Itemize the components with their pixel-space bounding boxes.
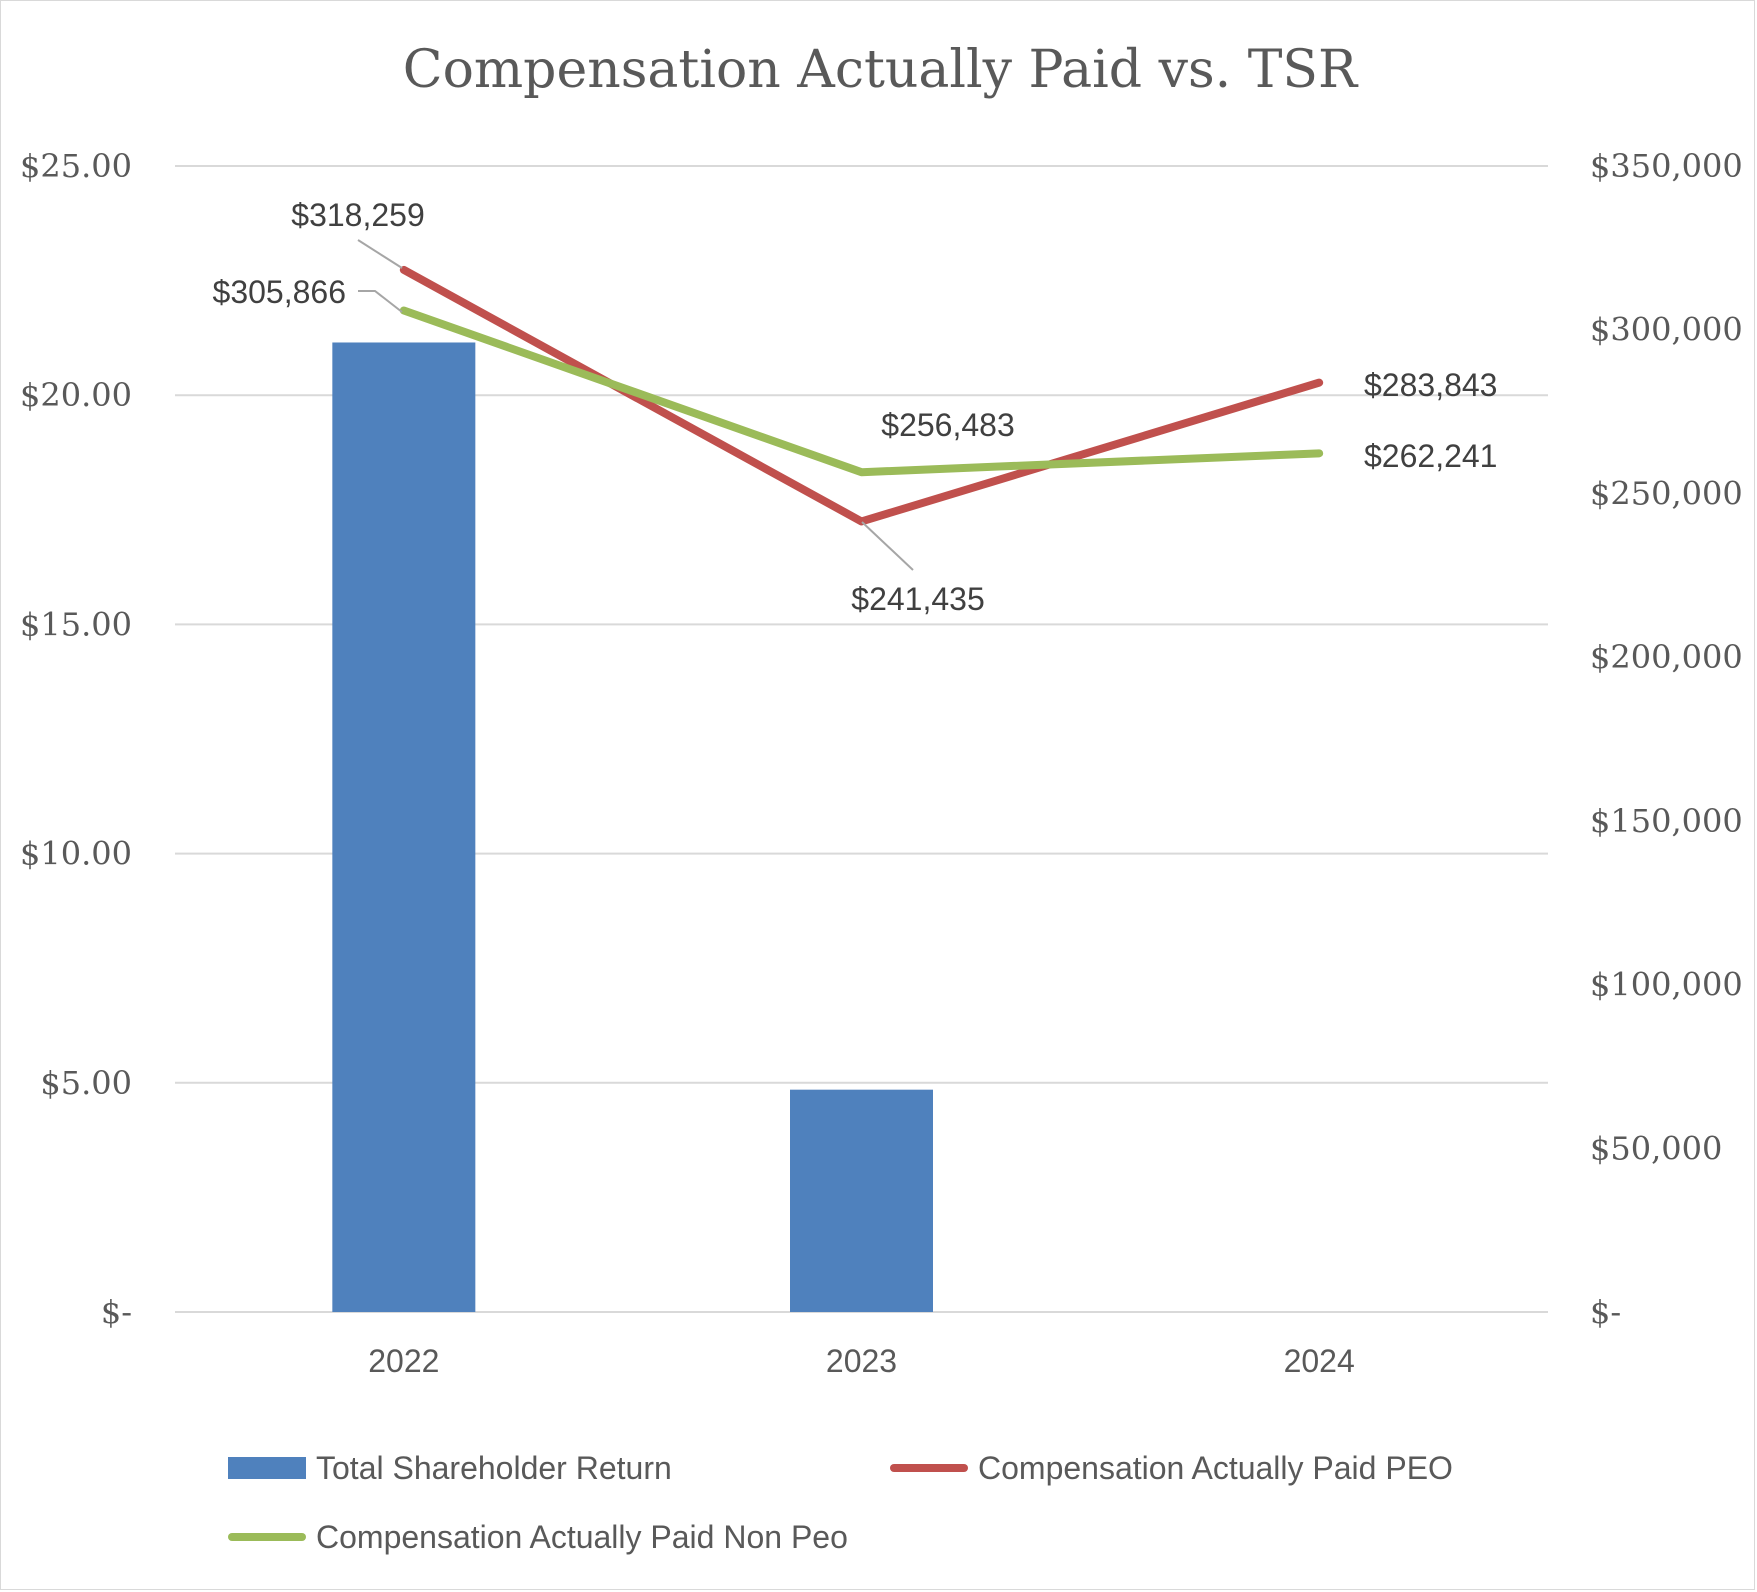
bar-total-shareholder-return bbox=[332, 342, 476, 1312]
y-left-tick-label: $25.00 bbox=[20, 147, 132, 185]
y-right-tick-label: $- bbox=[1590, 1293, 1621, 1331]
line-cap-peo bbox=[399, 265, 1324, 526]
legend-label: Total Shareholder Return bbox=[316, 1450, 672, 1486]
data-label-leader-line bbox=[357, 239, 403, 269]
bars bbox=[332, 342, 933, 1312]
y-right-tick-label: $50,000 bbox=[1590, 1129, 1722, 1167]
y-right-tick-label: $100,000 bbox=[1590, 966, 1743, 1004]
y-left-tick-label: $10.00 bbox=[20, 835, 132, 873]
series-lines bbox=[399, 265, 1324, 526]
chart-title: Compensation Actually Paid vs. TSR bbox=[403, 40, 1359, 100]
data-label-leader-line bbox=[358, 290, 403, 313]
legend-label: Compensation Actually Paid Non Peo bbox=[316, 1519, 848, 1555]
y-right-tick-label: $250,000 bbox=[1590, 474, 1743, 512]
data-label-leader-line bbox=[861, 521, 914, 571]
y-left-tick-label: $5.00 bbox=[40, 1064, 132, 1102]
data-label: $318,259 bbox=[291, 197, 424, 233]
data-label: $256,483 bbox=[881, 407, 1014, 443]
y-left-tick-label: $- bbox=[101, 1293, 132, 1331]
y-right-tick-label: $300,000 bbox=[1590, 311, 1743, 349]
legend-swatch-bar bbox=[228, 1457, 306, 1479]
y-left-tick-label: $15.00 bbox=[20, 605, 132, 643]
data-label: $283,843 bbox=[1364, 367, 1497, 403]
bar-total-shareholder-return bbox=[790, 1089, 933, 1312]
legend-label: Compensation Actually Paid PEO bbox=[978, 1450, 1453, 1486]
line-cap-non-peo bbox=[399, 306, 1324, 477]
x-tick-label: 2024 bbox=[1284, 1343, 1355, 1379]
axis-labels: $- $5.00 $10.00 $15.00 $20.00 $25.00 $- $50,000… bbox=[20, 147, 1743, 1379]
data-label: $262,241 bbox=[1364, 438, 1497, 474]
x-tick-label: 2022 bbox=[368, 1343, 439, 1379]
y-right-tick-label: $350,000 bbox=[1590, 147, 1743, 185]
data-label: $241,435 bbox=[851, 581, 984, 617]
y-right-tick-label: $200,000 bbox=[1590, 638, 1743, 676]
x-tick-label: 2023 bbox=[826, 1343, 897, 1379]
y-left-tick-label: $20.00 bbox=[20, 376, 132, 414]
data-label: $305,866 bbox=[213, 274, 346, 310]
legend: Total Shareholder Return Compensation Act… bbox=[228, 1450, 1453, 1555]
data-labels: $318,259 $241,435 $283,843 $305,866 $256,483… bbox=[213, 197, 1498, 617]
y-right-tick-label: $150,000 bbox=[1590, 802, 1743, 840]
